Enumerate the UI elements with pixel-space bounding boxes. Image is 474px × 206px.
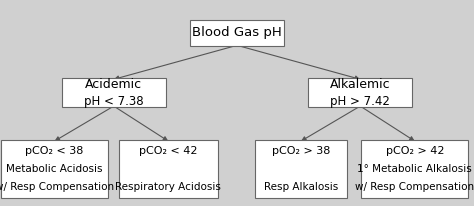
FancyBboxPatch shape [255, 140, 347, 198]
Text: pCO₂ < 42: pCO₂ < 42 [139, 146, 198, 156]
Text: Metabolic Acidosis: Metabolic Acidosis [6, 164, 103, 174]
Text: Alkalemic: Alkalemic [330, 78, 391, 91]
Text: Resp Alkalosis: Resp Alkalosis [264, 182, 338, 192]
FancyBboxPatch shape [1, 140, 108, 198]
Text: w/ Resp Compensation: w/ Resp Compensation [355, 182, 474, 192]
Text: Respiratory Acidosis: Respiratory Acidosis [115, 182, 221, 192]
FancyBboxPatch shape [361, 140, 468, 198]
Text: w/ Resp Compensation: w/ Resp Compensation [0, 182, 114, 192]
FancyBboxPatch shape [118, 140, 218, 198]
Text: pH < 7.38: pH < 7.38 [84, 95, 144, 108]
FancyBboxPatch shape [190, 20, 284, 46]
Text: pCO₂ > 42: pCO₂ > 42 [385, 146, 444, 156]
Text: pCO₂ > 38: pCO₂ > 38 [272, 146, 330, 156]
Text: 1° Metabolic Alkalosis: 1° Metabolic Alkalosis [357, 164, 472, 174]
Text: pCO₂ < 38: pCO₂ < 38 [25, 146, 84, 156]
Text: pH > 7.42: pH > 7.42 [330, 95, 390, 108]
FancyBboxPatch shape [62, 78, 166, 107]
Text: Acidemic: Acidemic [85, 78, 142, 91]
FancyBboxPatch shape [308, 78, 412, 107]
Text: Blood Gas pH: Blood Gas pH [192, 26, 282, 40]
